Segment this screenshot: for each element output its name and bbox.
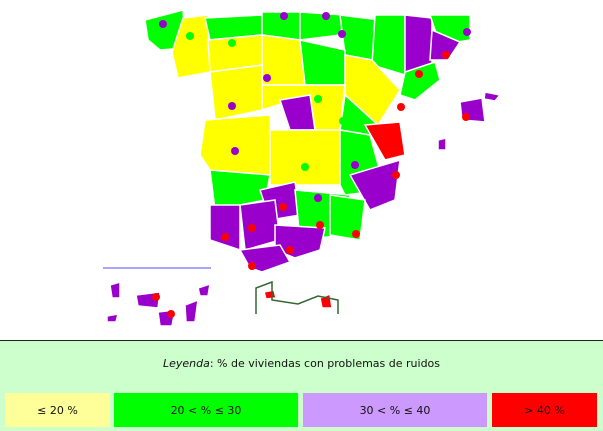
legend-item: 20 < % ≤ 30 (114, 393, 298, 427)
legend-title-prefix: Leyenda (162, 357, 210, 370)
province-markers (152, 12, 471, 318)
legend-label: > 40 % (524, 403, 565, 417)
legend-label: 20 < % ≤ 30 (170, 403, 242, 417)
legend-item: ≤ 20 % (5, 393, 110, 427)
legend: Leyenda: % de viviendas con problemas de… (0, 340, 603, 431)
legend-item: 30 < % ≤ 40 (303, 393, 487, 427)
map (103, 9, 502, 327)
legend-label: ≤ 20 % (37, 403, 78, 417)
africa-coast (255, 280, 339, 314)
provinces (106, 9, 502, 327)
legend-label: 30 < % ≤ 40 (359, 403, 431, 417)
legend-title-text: : % de viviendas con problemas de ruidos (209, 357, 441, 370)
legend-title: Leyenda: % de viviendas con problemas de… (0, 357, 603, 370)
legend-item: > 40 % (492, 393, 597, 427)
